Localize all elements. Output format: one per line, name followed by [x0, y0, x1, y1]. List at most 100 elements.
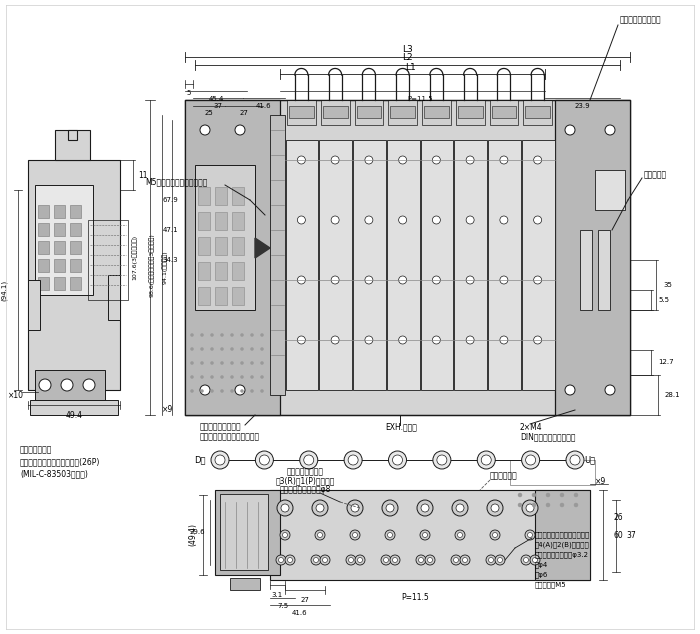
Bar [70, 241, 81, 254]
Text: ×10: ×10 [8, 391, 24, 399]
Bar [54, 241, 65, 254]
Circle shape [200, 389, 204, 392]
Bar [38, 259, 49, 272]
Circle shape [365, 216, 373, 224]
Circle shape [348, 455, 358, 465]
Circle shape [220, 361, 223, 365]
Text: 37: 37 [214, 103, 223, 109]
Bar [35, 370, 105, 400]
Text: 94.1(シングル): 94.1(シングル) [162, 250, 168, 284]
Circle shape [298, 156, 305, 164]
Text: 5.5: 5.5 [658, 297, 669, 303]
Text: 12.7: 12.7 [658, 359, 673, 365]
Circle shape [390, 555, 400, 565]
Bar [286, 140, 318, 390]
Circle shape [420, 530, 430, 540]
Circle shape [277, 500, 293, 516]
Text: ３4(A)，2(B)ポート４: ３4(A)，2(B)ポート４ [535, 541, 589, 548]
Bar [54, 205, 65, 218]
Circle shape [285, 555, 295, 565]
Circle shape [298, 216, 305, 224]
Circle shape [466, 336, 474, 344]
Circle shape [433, 156, 440, 164]
Circle shape [487, 500, 503, 516]
Circle shape [382, 500, 398, 516]
Bar [28, 280, 40, 330]
Text: D側: D側 [195, 455, 206, 465]
Bar [424, 106, 449, 118]
Circle shape [433, 451, 451, 469]
Circle shape [560, 493, 564, 497]
Bar [70, 205, 81, 218]
Bar [195, 165, 255, 310]
Circle shape [455, 530, 465, 540]
Circle shape [349, 557, 354, 562]
Circle shape [235, 385, 245, 395]
Bar [198, 262, 210, 280]
Circle shape [533, 276, 542, 284]
Bar [198, 187, 210, 205]
Circle shape [241, 347, 244, 351]
Circle shape [533, 336, 542, 344]
Bar [389, 100, 417, 125]
Text: 37: 37 [626, 531, 636, 541]
Bar [198, 287, 210, 305]
Circle shape [190, 361, 193, 365]
Circle shape [235, 125, 245, 135]
Circle shape [355, 555, 365, 565]
Circle shape [331, 156, 339, 164]
Text: L1: L1 [405, 63, 415, 72]
Bar [489, 100, 518, 125]
Bar [215, 187, 227, 205]
Circle shape [251, 347, 253, 351]
Circle shape [260, 455, 270, 465]
Bar [491, 106, 517, 118]
Bar [456, 100, 484, 125]
Circle shape [417, 500, 433, 516]
Circle shape [200, 347, 204, 351]
Text: 5: 5 [187, 90, 191, 96]
Text: 23.9: 23.9 [575, 103, 590, 109]
Circle shape [190, 375, 193, 378]
Text: P=11.5: P=11.5 [407, 96, 433, 102]
Circle shape [500, 276, 508, 284]
Circle shape [433, 336, 440, 344]
Circle shape [398, 336, 407, 344]
Circle shape [393, 455, 402, 465]
Circle shape [451, 555, 461, 565]
Bar [38, 205, 49, 218]
Text: 11: 11 [138, 171, 148, 179]
Text: 34.3: 34.3 [162, 257, 178, 263]
Circle shape [358, 557, 363, 562]
Text: 適用チューブ外径：φ3.2: 適用チューブ外径：φ3.2 [535, 552, 589, 559]
Circle shape [546, 503, 550, 507]
Text: 適用チューブ外径：φ8: 適用チューブ外径：φ8 [279, 486, 330, 495]
Bar [198, 212, 210, 230]
Bar [354, 100, 384, 125]
Circle shape [500, 156, 508, 164]
Text: L3: L3 [402, 46, 413, 55]
Circle shape [230, 361, 234, 365]
Circle shape [433, 216, 440, 224]
Circle shape [256, 451, 274, 469]
Circle shape [421, 504, 429, 512]
Circle shape [456, 504, 464, 512]
Bar [70, 223, 81, 236]
Text: (MIL-C-83503準拡品): (MIL-C-83503準拡品) [20, 470, 88, 479]
Bar [454, 140, 487, 390]
Circle shape [211, 451, 229, 469]
Circle shape [466, 156, 474, 164]
Circle shape [533, 156, 542, 164]
Circle shape [190, 389, 193, 392]
Circle shape [398, 156, 407, 164]
Circle shape [281, 504, 289, 512]
Text: 7.5: 7.5 [277, 603, 288, 609]
Bar [108, 275, 120, 320]
Circle shape [365, 276, 373, 284]
Circle shape [381, 555, 391, 565]
Text: 上配管の場合: 上配管の場合 [490, 472, 518, 481]
Text: 27: 27 [300, 597, 309, 603]
Text: 67.9: 67.9 [162, 197, 178, 203]
Bar [38, 241, 49, 254]
Circle shape [565, 385, 575, 395]
